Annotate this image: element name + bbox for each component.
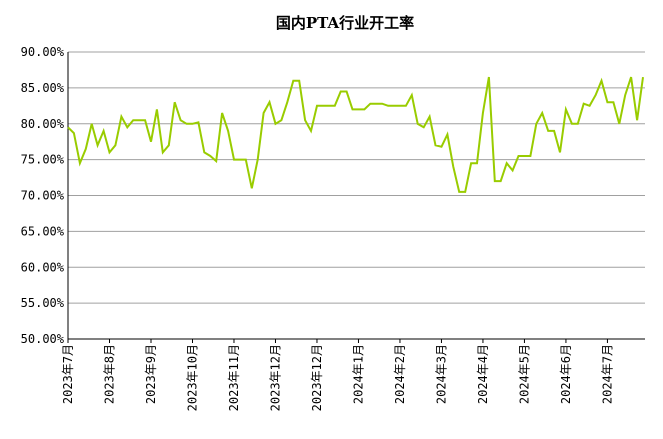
chart-title: 国内PTA行业开工率: [276, 14, 414, 32]
x-tick-label: 2023年11月: [227, 344, 241, 411]
y-tick-label: 80.00%: [21, 117, 65, 131]
y-tick-label: 70.00%: [21, 189, 65, 203]
x-tick-label: 2024年3月: [434, 344, 448, 404]
x-tick-label: 2024年7月: [600, 344, 614, 404]
x-tick-label: 2023年12月: [268, 344, 282, 411]
y-tick-label: 60.00%: [21, 260, 65, 274]
y-tick-label: 55.00%: [21, 296, 65, 310]
x-tick-label: 2024年2月: [393, 344, 407, 404]
x-tick-label: 2023年9月: [144, 344, 158, 404]
x-tick-label: 2023年10月: [185, 344, 199, 411]
x-tick-label: 2024年1月: [351, 344, 365, 404]
x-tick-label: 2024年4月: [476, 344, 490, 404]
y-tick-label: 90.00%: [21, 45, 65, 59]
x-tick-label: 2023年12月: [310, 344, 324, 411]
y-tick-label: 85.00%: [21, 81, 65, 95]
x-tick-label: 2024年6月: [559, 344, 573, 404]
y-tick-label: 50.00%: [21, 332, 65, 346]
x-tick-label: 2024年5月: [517, 344, 531, 404]
x-tick-label: 2023年7月: [61, 344, 75, 404]
y-tick-label: 75.00%: [21, 153, 65, 167]
x-tick-label: 2023年8月: [102, 344, 116, 404]
y-tick-label: 65.00%: [21, 224, 65, 238]
data-line: [67, 76, 644, 193]
